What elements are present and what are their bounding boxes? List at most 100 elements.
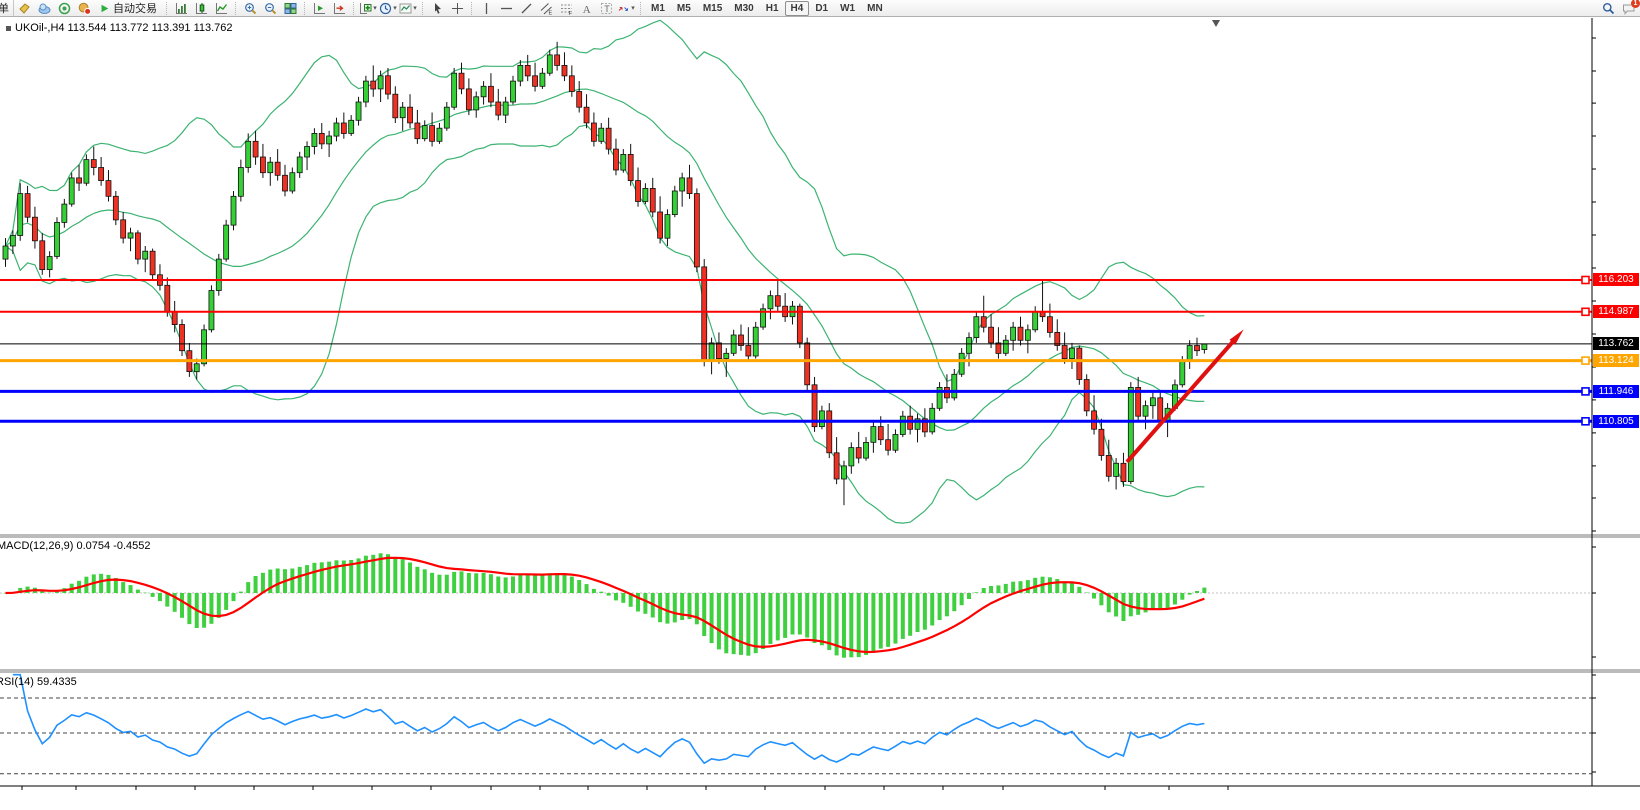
market-icon[interactable] [75, 1, 93, 16]
candle [1149, 397, 1156, 407]
text-label-icon[interactable]: T [597, 1, 615, 16]
macd-histogram-bar [503, 577, 508, 593]
order-tag-icon[interactable] [15, 1, 33, 16]
macd-histogram-bar [305, 565, 310, 593]
macd-histogram-bar [680, 593, 685, 620]
candle [657, 211, 663, 239]
timeframe-button-W1[interactable]: W1 [840, 2, 856, 14]
line-handle[interactable] [1581, 387, 1590, 396]
macd-histogram-bar [643, 593, 648, 614]
template-icon[interactable]: ▾ [399, 1, 417, 16]
macd-histogram-bar [1025, 580, 1030, 593]
zoom-out-icon[interactable] [261, 1, 279, 16]
macd-histogram-bar [3, 593, 8, 594]
candle [68, 177, 75, 205]
candle [826, 410, 833, 454]
macd-histogram-bar [1180, 593, 1185, 600]
candle [296, 156, 303, 174]
crosshair-icon[interactable] [448, 1, 466, 16]
candle [679, 177, 686, 192]
macd-histogram-bar [827, 593, 832, 651]
macd-histogram-bar [1077, 586, 1082, 593]
timeframe-button-M30[interactable]: M30 [734, 2, 754, 14]
candle [841, 465, 847, 480]
timeframe-button-MN[interactable]: MN [867, 2, 883, 14]
candle [568, 75, 575, 92]
macd-histogram-bar [231, 593, 236, 602]
candle [1157, 397, 1164, 422]
new-order-button-clipped[interactable]: 单 [0, 0, 14, 16]
auto-scroll-icon[interactable] [330, 1, 348, 16]
equidistant-channel-icon[interactable]: E [537, 1, 555, 16]
dropdown-caret-icon[interactable]: ▾ [373, 5, 377, 12]
macd-histogram-bar [113, 578, 118, 593]
candle [988, 326, 994, 344]
macd-histogram-bar [371, 554, 376, 593]
timeframe-button-H4[interactable]: H4 [784, 0, 810, 16]
search-icon[interactable] [1599, 1, 1617, 16]
candle [546, 54, 553, 74]
macd-histogram-bar [510, 576, 515, 593]
chat-icon[interactable]: 1 [1619, 0, 1640, 16]
chart-shift-icon[interactable] [310, 1, 328, 16]
trendline-icon[interactable] [517, 1, 535, 16]
macd-histogram-bar [1062, 581, 1067, 593]
timeframe-button-M1[interactable]: M1 [651, 2, 665, 14]
community-cloud-icon[interactable] [35, 1, 53, 16]
new-chart-icon[interactable]: ▾ [359, 1, 377, 16]
bar-chart-icon[interactable] [172, 1, 190, 16]
candle [164, 284, 171, 312]
period-clock-icon[interactable]: ▾ [379, 1, 397, 16]
line-handle[interactable] [1581, 416, 1590, 426]
line-handle[interactable] [1581, 275, 1590, 285]
macd-histogram-bar [1165, 593, 1170, 608]
signals-icon[interactable] [55, 1, 73, 16]
candle [863, 441, 869, 459]
line-handle[interactable] [1581, 307, 1590, 317]
dropdown-caret-icon[interactable]: ▾ [413, 5, 417, 12]
timeframe-button-D1[interactable]: D1 [815, 2, 829, 14]
timeframe-button-H1[interactable]: H1 [765, 2, 779, 14]
dropdown-caret-icon[interactable]: ▾ [393, 5, 397, 12]
candle [738, 334, 744, 346]
macd-histogram-bar [900, 593, 905, 639]
line-chart-icon[interactable] [212, 1, 230, 16]
candle [61, 203, 68, 223]
trend-arrow-line[interactable] [1125, 335, 1239, 464]
chart-symbol-line: UKOil-,H4 113.544 113.772 113.391 113.76… [6, 22, 233, 34]
candle [1201, 343, 1208, 350]
candle [671, 190, 678, 216]
candle [583, 106, 590, 124]
candle [796, 305, 803, 344]
macd-histogram-bar [327, 561, 332, 593]
candle [414, 122, 421, 140]
candlestick-chart-icon[interactable] [192, 1, 210, 16]
horizontal-line-icon[interactable] [497, 1, 515, 16]
chart-shift-marker[interactable] [1212, 20, 1220, 27]
vertical-line-icon[interactable] [477, 1, 495, 16]
macd-histogram-bar [967, 593, 972, 599]
macd-histogram-bar [768, 593, 773, 644]
timeframe-button-M5[interactable]: M5 [676, 2, 691, 14]
autotrading-button[interactable]: 自动交易 [95, 1, 161, 16]
candle [1010, 326, 1017, 341]
candle [201, 329, 207, 365]
zoom-in-icon[interactable] [241, 1, 259, 16]
macd-histogram-bar [599, 591, 604, 593]
text-icon[interactable]: A [577, 1, 595, 16]
macd-histogram-bar [797, 593, 802, 635]
cursor-icon[interactable] [428, 1, 446, 16]
macd-histogram-bar [474, 573, 479, 593]
dropdown-caret-icon[interactable]: ▾ [631, 5, 635, 12]
macd-histogram-bar [944, 593, 949, 617]
fibonacci-icon[interactable]: F [557, 1, 575, 16]
play-icon [101, 4, 109, 12]
arrows-icon[interactable]: ▾ [617, 1, 635, 16]
tile-windows-icon[interactable] [281, 1, 299, 16]
line-handle[interactable] [1581, 356, 1590, 365]
candle [127, 232, 134, 239]
macd-histogram-bar [996, 585, 1001, 593]
candle [561, 65, 568, 77]
timeframe-button-M15[interactable]: M15 [702, 2, 723, 14]
